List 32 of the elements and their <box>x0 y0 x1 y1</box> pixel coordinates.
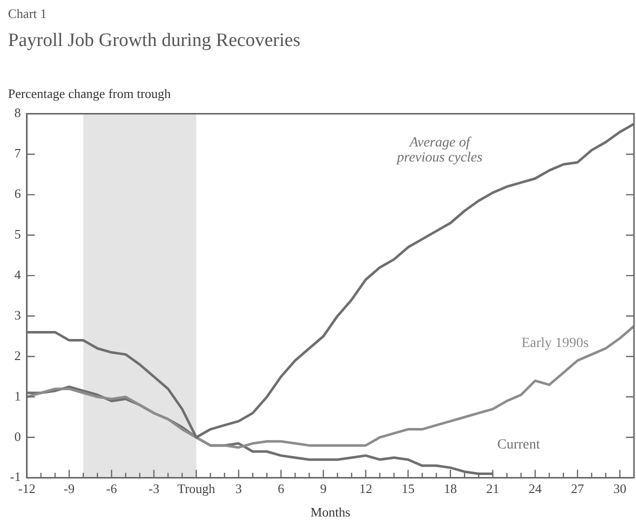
series-label: Current <box>497 438 540 453</box>
x-tick-label: 9 <box>320 481 327 496</box>
y-tick-label: 3 <box>14 307 21 322</box>
y-tick-label: 1 <box>14 388 21 404</box>
x-tick-label: 3 <box>235 481 242 496</box>
y-tick-label: 8 <box>14 105 21 120</box>
x-tick-label: Trough <box>177 481 216 496</box>
x-tick-label: 21 <box>486 481 500 496</box>
y-axis-title: Percentage change from trough <box>8 86 171 102</box>
y-tick-label: -1 <box>10 469 21 484</box>
chart-title: Payroll Job Growth during Recoveries <box>8 30 300 52</box>
text: Average of previous cycles <box>396 135 483 166</box>
x-tick-label: 30 <box>613 481 626 496</box>
x-tick-label: 12 <box>359 481 372 496</box>
x-tick-label: -12 <box>18 481 36 496</box>
x-tick-label: -9 <box>64 481 75 496</box>
caption: Chart 1 <box>8 6 47 22</box>
x-tick-label: 27 <box>571 481 585 496</box>
y-tick-label: 0 <box>14 428 21 444</box>
x-tick-label: 18 <box>444 481 457 496</box>
x-tick-label: 6 <box>278 481 285 496</box>
x-tick-label: -6 <box>106 481 118 496</box>
x-tick-label: -3 <box>148 481 160 496</box>
y-tick-label: 5 <box>14 226 21 242</box>
x-tick-label: 24 <box>528 481 542 496</box>
y-tick-label: 7 <box>14 146 22 161</box>
x-axis-title: Months <box>310 504 350 520</box>
y-tick-label: 4 <box>14 267 22 282</box>
y-tick-label: 2 <box>14 348 21 363</box>
y-tick-label: 6 <box>14 186 22 202</box>
x-tick-label: 15 <box>402 481 415 496</box>
series-label: Early 1990s <box>521 336 589 351</box>
